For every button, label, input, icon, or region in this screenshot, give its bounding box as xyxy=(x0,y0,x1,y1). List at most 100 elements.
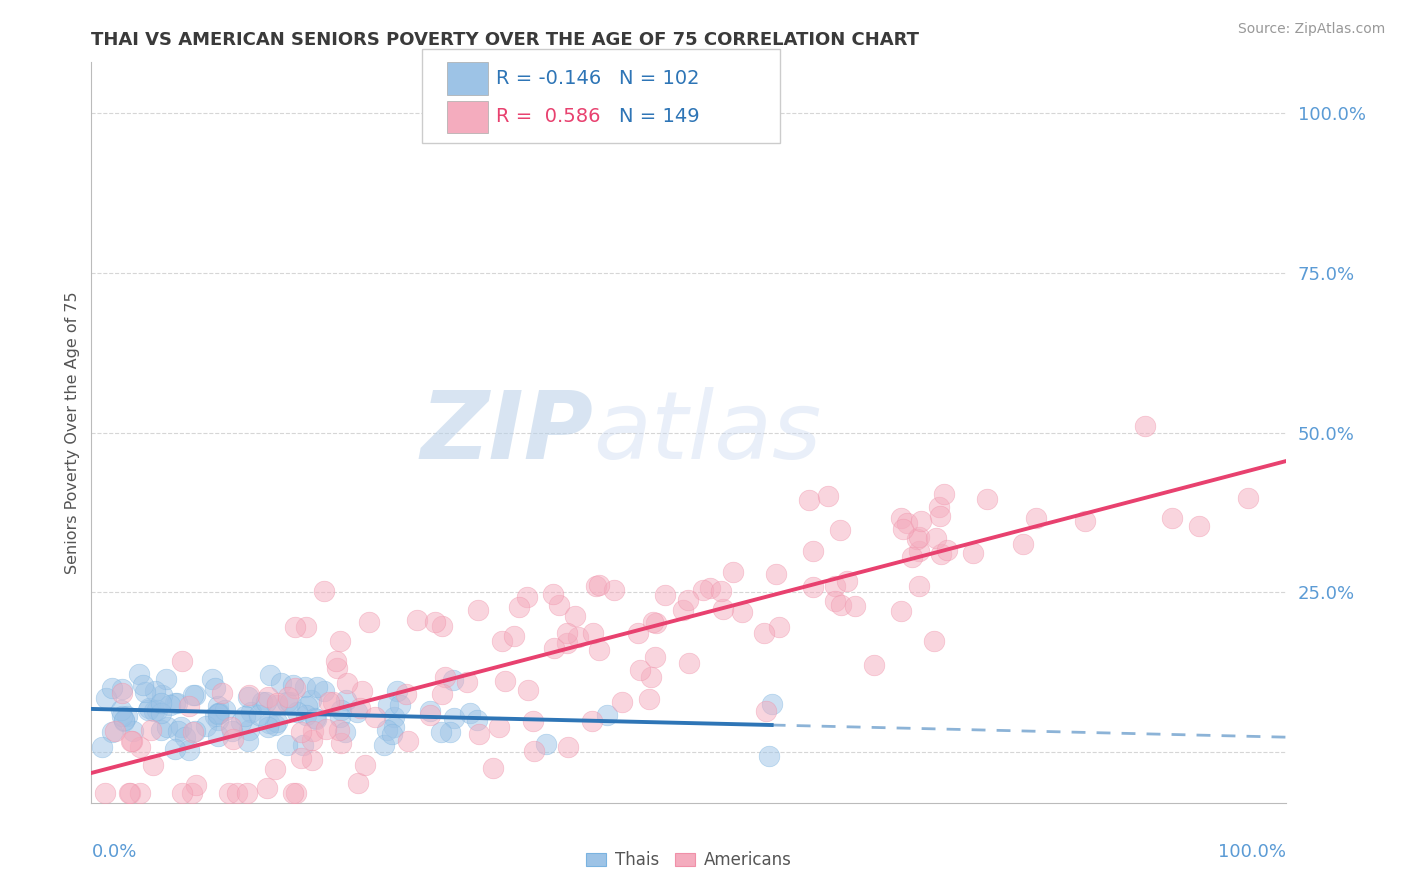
Point xyxy=(508,600,530,615)
Point xyxy=(346,776,368,790)
Point xyxy=(333,725,356,739)
Point xyxy=(277,690,299,705)
Text: ZIP: ZIP xyxy=(420,386,593,479)
Point xyxy=(328,634,350,648)
Point xyxy=(329,703,352,717)
Point xyxy=(150,706,173,720)
Point xyxy=(721,565,744,579)
Point xyxy=(304,710,326,724)
Text: 0.0%: 0.0% xyxy=(91,843,136,861)
Point xyxy=(382,710,405,724)
Point xyxy=(907,579,929,593)
Point xyxy=(134,685,156,699)
Point xyxy=(765,566,787,581)
Point xyxy=(430,725,453,739)
Point xyxy=(181,689,204,703)
Point xyxy=(301,753,323,767)
Point xyxy=(177,698,200,713)
Point xyxy=(467,603,489,617)
Point xyxy=(752,626,775,640)
Point xyxy=(101,681,124,695)
Point xyxy=(976,491,998,506)
Point xyxy=(266,697,288,711)
Point xyxy=(236,786,259,800)
Point xyxy=(207,713,229,727)
Point xyxy=(259,716,281,731)
Point xyxy=(207,729,229,743)
Point xyxy=(385,683,408,698)
Point xyxy=(136,703,159,717)
Point xyxy=(640,669,662,683)
Point xyxy=(433,670,456,684)
Point xyxy=(329,709,352,723)
Point xyxy=(211,686,233,700)
Point xyxy=(678,657,700,671)
Point xyxy=(184,724,207,739)
Point xyxy=(582,626,605,640)
Point xyxy=(290,751,312,765)
Point xyxy=(264,762,287,776)
Point xyxy=(236,690,259,704)
Point xyxy=(555,636,578,650)
Point xyxy=(491,633,513,648)
Point xyxy=(336,676,359,690)
Point xyxy=(929,547,952,561)
Text: R =  0.586: R = 0.586 xyxy=(496,107,600,127)
Point xyxy=(101,724,124,739)
Point xyxy=(118,786,141,800)
Point xyxy=(828,523,851,537)
Point xyxy=(120,734,142,748)
Point xyxy=(195,719,218,733)
Point xyxy=(458,706,481,720)
Point xyxy=(304,713,326,727)
Point xyxy=(290,725,312,739)
Point xyxy=(181,786,204,800)
Point xyxy=(901,549,924,564)
Point xyxy=(929,509,952,524)
Point xyxy=(172,654,194,668)
Point xyxy=(581,714,603,728)
Point xyxy=(111,681,134,696)
Point xyxy=(731,605,754,619)
Point xyxy=(905,532,928,546)
Point xyxy=(863,658,886,673)
Point xyxy=(443,673,465,687)
Point xyxy=(406,614,429,628)
Point xyxy=(254,695,277,709)
Point xyxy=(318,695,340,709)
Point xyxy=(699,581,721,595)
Point xyxy=(284,786,307,800)
Point xyxy=(184,688,207,702)
Point xyxy=(388,698,411,713)
Point xyxy=(363,709,385,723)
Point xyxy=(226,786,249,800)
Point xyxy=(322,695,344,709)
Point xyxy=(238,734,260,748)
Point xyxy=(890,511,912,525)
Point xyxy=(201,673,224,687)
Point xyxy=(204,708,226,723)
Point xyxy=(141,757,163,772)
Text: N = 149: N = 149 xyxy=(619,107,699,127)
Point xyxy=(567,630,589,644)
Point xyxy=(922,633,945,648)
Point xyxy=(654,588,676,602)
Point xyxy=(588,643,610,657)
Point xyxy=(276,738,298,752)
Point xyxy=(295,699,318,714)
Point xyxy=(346,705,368,719)
Text: Source: ZipAtlas.com: Source: ZipAtlas.com xyxy=(1237,22,1385,37)
Point xyxy=(1073,514,1095,528)
Point xyxy=(295,707,318,722)
Point xyxy=(122,724,145,739)
Point xyxy=(264,718,287,732)
Point xyxy=(110,708,132,723)
Point xyxy=(170,720,193,734)
Point xyxy=(430,619,453,633)
Point xyxy=(129,786,152,800)
Point xyxy=(928,500,950,515)
Point xyxy=(543,640,565,655)
Point xyxy=(120,786,142,800)
Point xyxy=(908,543,931,558)
Point xyxy=(467,727,489,741)
